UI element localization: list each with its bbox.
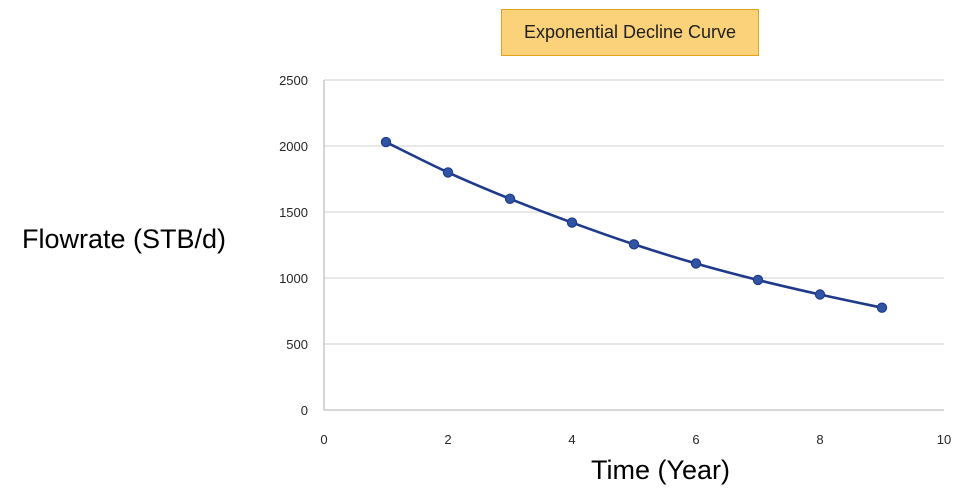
x-tick-label: 2 [444, 432, 451, 447]
data-point [690, 258, 702, 269]
data-point [504, 193, 516, 204]
x-tick-label: 0 [320, 432, 327, 447]
y-tick-label: 2500 [279, 73, 308, 88]
x-tick-label: 8 [816, 432, 823, 447]
y-axis-label: Flowrate (STB/d) [22, 224, 227, 254]
data-point [814, 289, 826, 300]
x-tick-label: 6 [692, 432, 699, 447]
y-tick-label: 1500 [279, 205, 308, 220]
data-point [442, 167, 454, 178]
x-axis-label: Time (Year) [591, 455, 731, 485]
series-line [384, 140, 884, 309]
y-tick-label: 1000 [279, 271, 308, 286]
y-tick-label: 500 [286, 337, 308, 352]
chart-title-text: Exponential Decline Curve [523, 22, 737, 42]
data-point [752, 274, 764, 286]
data-point [628, 239, 640, 250]
x-tick-label: 4 [568, 432, 575, 447]
data-point [566, 217, 578, 228]
x-tick-label: 10 [937, 432, 951, 447]
data-point [380, 136, 392, 148]
y-tick-label: 2000 [279, 139, 308, 154]
chart-title: Exponential Decline Curve [501, 9, 759, 56]
y-tick-label: 0 [301, 403, 308, 418]
data-point [876, 302, 888, 313]
